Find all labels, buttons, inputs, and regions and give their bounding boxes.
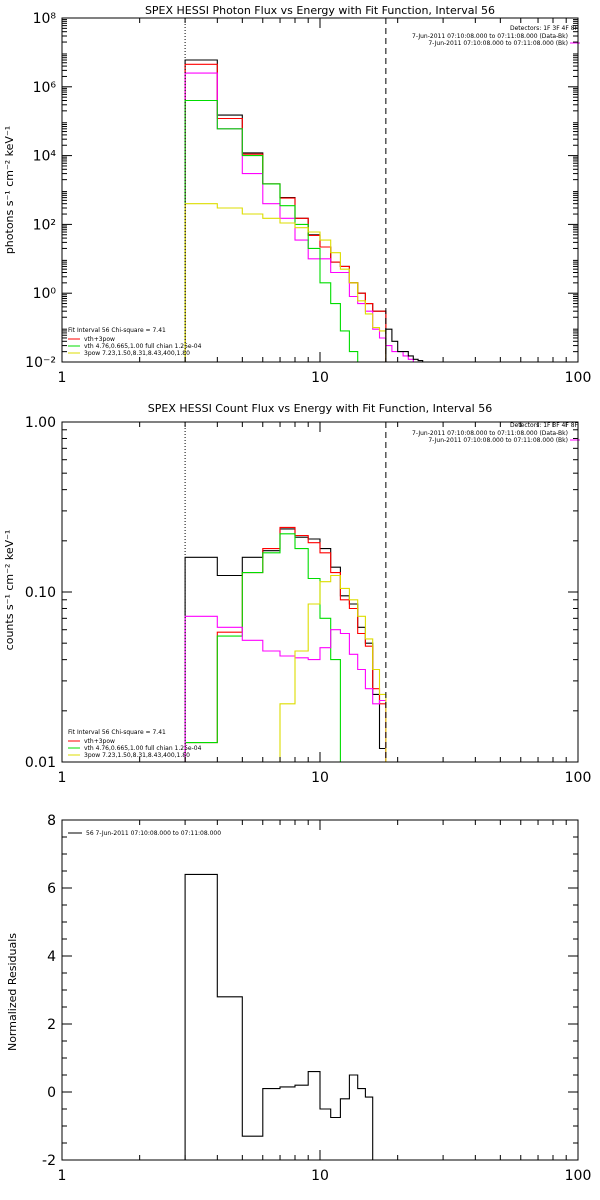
photon-series-5: [385, 328, 428, 362]
photon-y-tick-label: 10⁶: [33, 80, 57, 96]
count-y-axis-label: counts s⁻¹ cm⁻² keV⁻¹: [3, 530, 16, 651]
photon-x-tick-label: 10: [311, 370, 329, 386]
residuals-x-tick-label: 1: [58, 1168, 67, 1184]
residuals-legend-text: 56 7-Jun-2011 07:10:08.000 to 07:11:08.0…: [86, 830, 221, 837]
count-y-tick-label: 0.10: [25, 585, 56, 601]
residuals-chart: Normalized Residuals 56 7-Jun-2011 07:10…: [6, 813, 591, 1184]
residuals-y-tick-label: 4: [47, 949, 56, 965]
photon-series-3: [184, 99, 359, 362]
count-detectors-label: Detectors: 1F 3F 4F 8F: [510, 422, 579, 429]
photon-y-tick-label: 10⁴: [33, 149, 57, 165]
count-x-tick-label: 100: [565, 770, 592, 786]
count-x-tick-label: 1: [58, 770, 67, 786]
photon-time-legend-bk: 7-Jun-2011 07:10:08.000 to 07:11:08.000 …: [428, 40, 568, 47]
residuals-y-tick-label: 8: [47, 813, 56, 829]
count-fit-legend-2: 3pow 7.23,1.50,8.31,8.43,400,1.80: [84, 752, 190, 759]
residuals-y-axis-label: Normalized Residuals: [6, 933, 19, 1051]
count-fit-legend-1: vth 4.76,0.665,1.00 full chian 1.25e-04: [84, 745, 202, 752]
residuals-y-tick-label: 0: [47, 1085, 56, 1101]
photon-fit-header: Fit Interval 56 Chi-square = 7.41: [68, 327, 166, 334]
photon-fit-legend-1: vth 4.76,0.665,1.00 full chian 1.25e-04: [84, 343, 202, 350]
photon-y-tick-label: 10⁰: [33, 286, 57, 302]
photon-y-tick-label: 10²: [33, 217, 56, 233]
residuals-series-0: [184, 873, 386, 1160]
count-series-4: [262, 574, 387, 762]
count-flux-chart: SPEX HESSI Count Flux vs Energy with Fit…: [3, 402, 591, 786]
photon-fit-legend-0: vth+3pow: [84, 336, 115, 343]
photon-y-axis-label: photons s⁻¹ cm⁻² keV⁻¹: [3, 126, 16, 254]
residuals-x-tick-label: 10: [311, 1168, 329, 1184]
photon-x-tick-label: 1: [58, 370, 67, 386]
photon-detectors-label: Detectors: 1F 3F 4F 8F: [510, 25, 579, 32]
count-fit-legend-0: vth+3pow: [84, 738, 115, 745]
count-fit-header: Fit Interval 56 Chi-square = 7.41: [68, 729, 166, 736]
photon-chart-title: SPEX HESSI Photon Flux vs Energy with Fi…: [145, 4, 495, 17]
photon-series-4: [184, 203, 387, 362]
photon-time-legend-data: 7-Jun-2011 07:10:08.000 to 07:11:08.000 …: [412, 33, 568, 40]
photon-x-tick-label: 100: [565, 370, 592, 386]
photon-flux-chart: SPEX HESSI Photon Flux vs Energy with Fi…: [3, 4, 591, 386]
count-chart-title: SPEX HESSI Count Flux vs Energy with Fit…: [148, 402, 492, 415]
count-time-legend-data: 7-Jun-2011 07:10:08.000 to 07:11:08.000 …: [412, 430, 568, 437]
photon-fit-legend-2: 3pow 7.23,1.50,8.31,8.43,400,1.80: [84, 350, 190, 357]
count-series-0: [184, 528, 387, 762]
residuals-y-tick-label: 2: [47, 1017, 56, 1033]
residuals-y-tick-label: -2: [42, 1153, 56, 1169]
photon-y-tick-label: 10⁸: [33, 11, 57, 27]
count-y-tick-label: 0.01: [25, 755, 56, 771]
count-x-tick-label: 10: [311, 770, 329, 786]
count-y-tick-label: 1.00: [25, 415, 56, 431]
count-time-legend-bk: 7-Jun-2011 07:10:08.000 to 07:11:08.000 …: [428, 437, 568, 444]
residuals-x-tick-label: 100: [565, 1168, 592, 1184]
count-series-3: [184, 615, 387, 762]
photon-y-tick-label: 10⁻²: [25, 355, 56, 371]
residuals-y-tick-label: 6: [47, 881, 56, 897]
